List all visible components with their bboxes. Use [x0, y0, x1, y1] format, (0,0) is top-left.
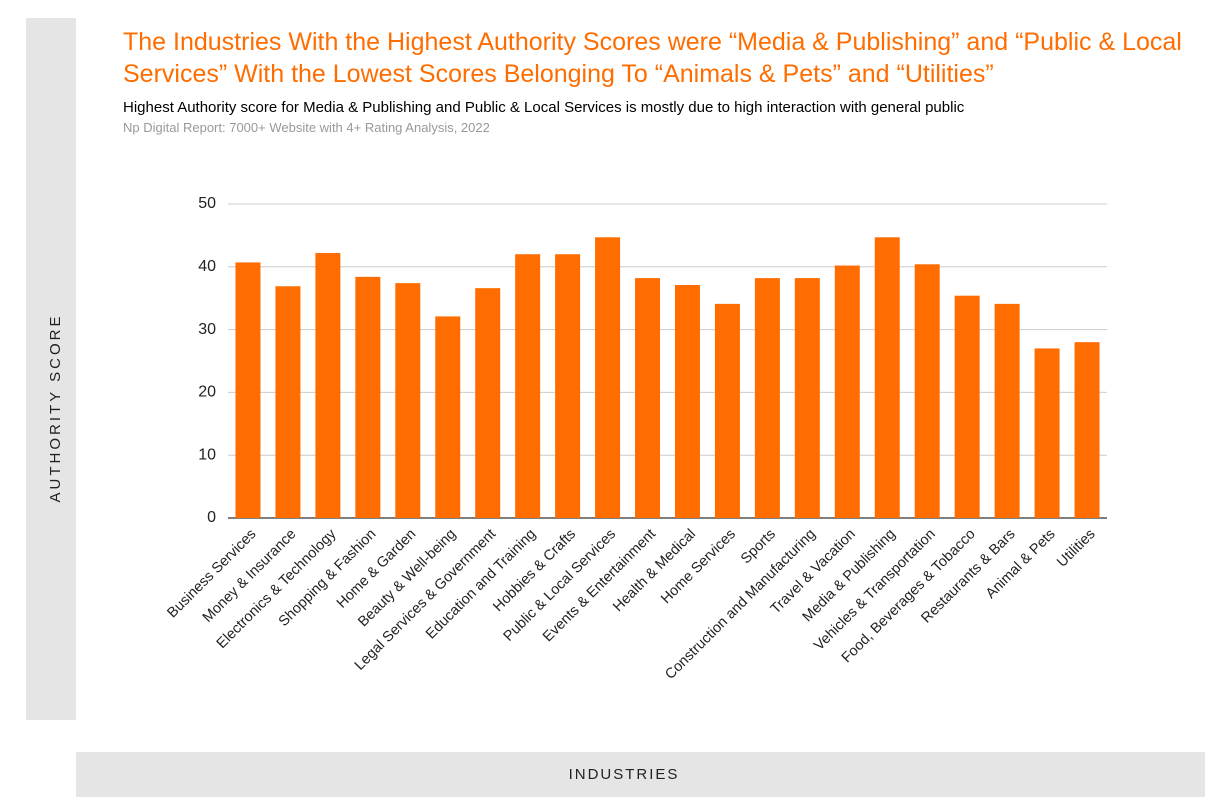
bar [1074, 342, 1100, 518]
bar [754, 278, 780, 518]
bar [595, 237, 621, 518]
bar [515, 254, 541, 519]
bar [954, 295, 980, 518]
bar [315, 252, 341, 518]
y-tick-label: 30 [198, 321, 216, 338]
chart-subtitle: Highest Authority score for Media & Publ… [123, 99, 965, 116]
chart-title: The Industries With the Highest Authorit… [123, 28, 1182, 88]
bar [994, 303, 1020, 518]
x-tick-label: Utilities [1054, 526, 1098, 570]
bar [435, 316, 461, 518]
bar [714, 303, 740, 518]
bar [834, 265, 860, 518]
bar [874, 237, 900, 518]
y-label-band [26, 18, 76, 720]
bar [674, 285, 700, 518]
bar [355, 276, 381, 518]
bar [555, 254, 581, 519]
y-axis-title: AUTHORITY SCORE [47, 314, 64, 503]
bar [914, 264, 940, 518]
y-tick-label: 50 [198, 195, 216, 212]
bar [794, 278, 820, 518]
y-tick-label: 0 [207, 509, 216, 526]
x-axis-title: INDUSTRIES [569, 766, 680, 783]
x-tick-label: Home Services [658, 526, 739, 607]
x-label-band [76, 752, 1205, 797]
x-tick-label: Animal & Pets [983, 526, 1059, 602]
bar [275, 286, 301, 518]
bar [395, 283, 421, 518]
y-tick-label: 40 [198, 258, 216, 275]
y-tick-label: 10 [198, 446, 216, 463]
bar [235, 262, 261, 518]
chart-source: Np Digital Report: 7000+ Website with 4+… [123, 120, 490, 135]
y-tick-label: 20 [198, 384, 216, 401]
bar [635, 278, 661, 518]
bar [1034, 348, 1060, 518]
bar [475, 288, 501, 518]
